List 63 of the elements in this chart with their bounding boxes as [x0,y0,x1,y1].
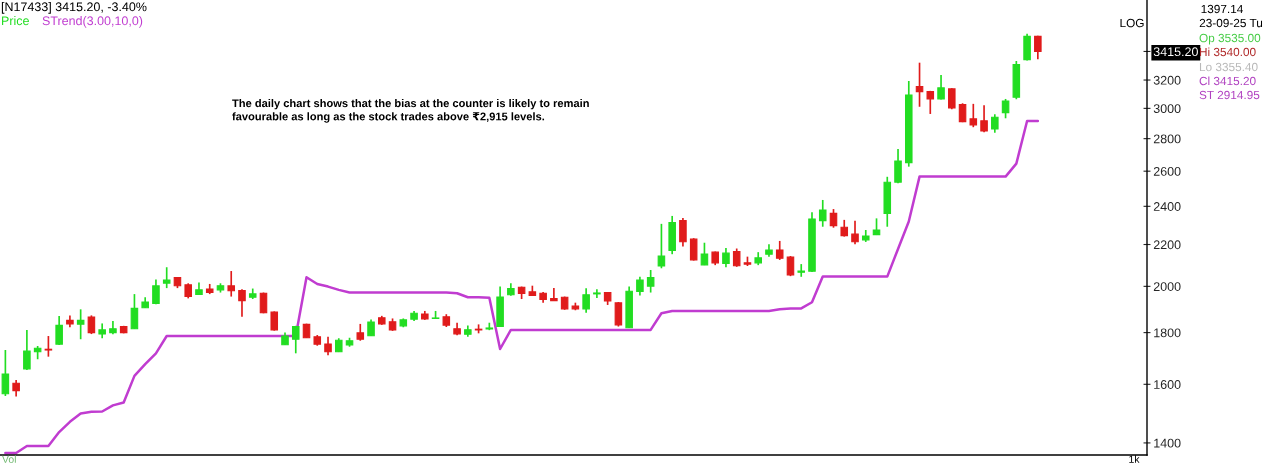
candlestick [980,104,988,134]
candlestick [722,247,730,269]
y-tick-label: 1800 [1154,328,1181,338]
candlestick [818,199,827,228]
candlestick [851,219,859,246]
candlestick [1,349,10,397]
text: Lo 3355.40 [1199,62,1258,72]
chart-title: [N17433] 3415.20, -3.40% [1,2,147,14]
candlestick [582,287,590,314]
candlestick [1001,98,1010,120]
y-tick-label: 3200 [1153,75,1181,85]
y-tick-label: 3000 [1153,104,1181,114]
candlestick [969,103,978,129]
candlestick [44,335,53,358]
candlestick [55,315,63,346]
candlestick [797,263,806,278]
y-tick-label: 3415.20 [1153,47,1198,57]
candlestick [550,287,558,302]
annotation: The daily chart shows that the bias at the counter is likely to remain favourable as long as the stock trades above ₹2,915 levels. [232,99,589,123]
candlestick [227,270,236,298]
candlestick [291,324,300,355]
candlestick [23,329,31,371]
text: 1k [1129,455,1140,463]
y-tick-label: 1600 [1154,380,1181,389]
candlestick [1023,33,1031,62]
y-tick-label: 2200 [1153,240,1181,250]
text: Vol [2,455,16,463]
candlestick [700,241,709,266]
candlestick [87,314,96,335]
y-tick-label: 1400 [1154,438,1181,448]
candlestick [646,269,655,294]
text: 1397.14 [1201,4,1243,14]
text: Cl 3415.20 [1199,76,1256,86]
candlestick [775,240,784,261]
candlestick [894,148,902,185]
candlestick [689,237,698,262]
candlestick [614,301,623,328]
candlestick [130,293,139,330]
candlestick [657,223,666,270]
y-tick-label: 2600 [1153,166,1181,176]
text: 23-09-25 Tu [1199,18,1263,28]
candlestick [162,266,171,289]
text: STrend(3.00,10,0) [42,16,143,28]
candlestick [238,288,246,318]
candlestick [324,335,332,357]
text: Hi 3540.00 [1199,47,1256,57]
candlestick [732,247,741,268]
y-tick-label: 2000 [1153,282,1181,291]
text: ST 2914.95 [1199,90,1260,100]
candlestick [76,308,85,341]
candlestick [937,74,945,101]
candlestick [915,61,924,108]
candlestick [679,217,687,248]
y-tick-label: 2400 [1153,202,1181,211]
text: Op 3535.00 [1199,33,1261,45]
text: Price [2,16,29,26]
candlestick [991,113,999,134]
y-tick-label: 2800 [1153,134,1181,144]
candlestick [270,310,279,332]
text: LOG [1120,18,1144,28]
candlestick [829,208,838,229]
candlestick [152,278,160,306]
candlestick [636,275,644,297]
